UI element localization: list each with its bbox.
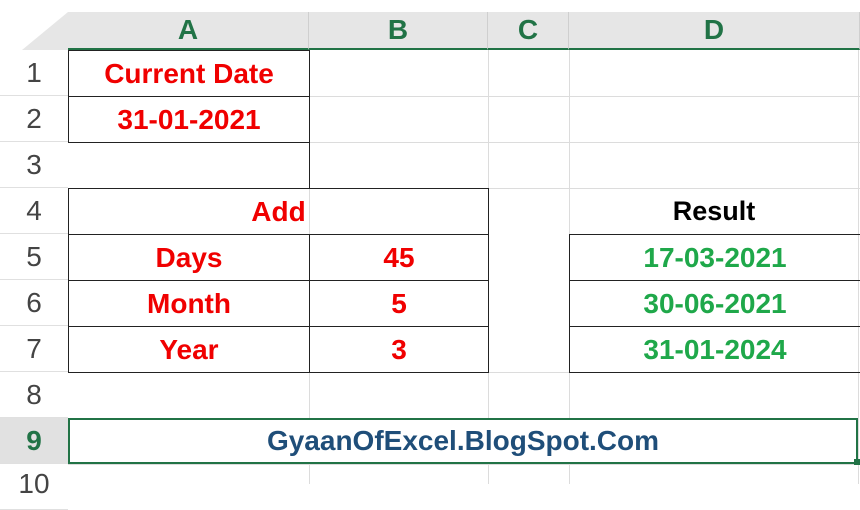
cell-d6[interactable]: 30-06-2021 [569, 280, 860, 327]
cell-a4-merged[interactable]: Add [68, 188, 489, 235]
cell-b7[interactable]: 3 [309, 326, 489, 373]
row-header-10[interactable]: 10 [0, 464, 68, 510]
row-header-3[interactable]: 3 [0, 142, 68, 188]
cell-d5[interactable]: 17-03-2021 [569, 234, 860, 281]
row-header-4[interactable]: 4 [0, 188, 68, 234]
select-all-corner[interactable] [22, 12, 68, 50]
column-header-c[interactable]: C [488, 12, 569, 50]
border [309, 142, 310, 188]
row-header-6[interactable]: 6 [0, 280, 68, 326]
cell-b6[interactable]: 5 [309, 280, 489, 327]
column-header-a[interactable]: A [68, 12, 309, 50]
cell-a7[interactable]: Year [68, 326, 310, 373]
row-header-5[interactable]: 5 [0, 234, 68, 280]
row-header-1[interactable]: 1 [0, 50, 68, 96]
cell-d4[interactable]: Result [672, 195, 756, 226]
cell-a1[interactable]: Current Date [68, 50, 310, 97]
cell-a2[interactable]: 31-01-2021 [68, 96, 310, 143]
row-header-9[interactable]: 9 [0, 418, 68, 464]
column-header-b[interactable]: B [309, 12, 488, 50]
gridline [68, 96, 860, 97]
gridline [68, 464, 860, 465]
gridline [68, 142, 860, 143]
column-header-d[interactable]: D [569, 12, 860, 50]
cell-a9-merged-selected[interactable]: GyaanOfExcel.BlogSpot.Com [68, 418, 858, 464]
fill-handle[interactable] [854, 459, 860, 465]
cell-a6[interactable]: Month [68, 280, 310, 327]
row-header-8[interactable]: 8 [0, 372, 68, 418]
row-header-2[interactable]: 2 [0, 96, 68, 142]
gridline [858, 50, 859, 484]
cell-a5[interactable]: Days [68, 234, 310, 281]
cell-b5[interactable]: 45 [309, 234, 489, 281]
row-header-7[interactable]: 7 [0, 326, 68, 372]
cell-d7[interactable]: 31-01-2024 [569, 326, 860, 373]
